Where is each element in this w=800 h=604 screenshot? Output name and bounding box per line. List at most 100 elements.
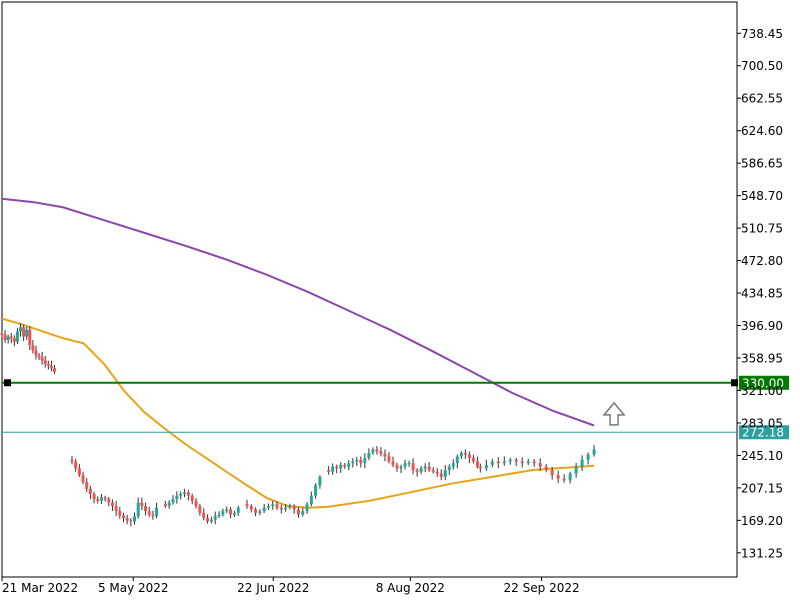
candle-body xyxy=(502,461,506,464)
y-tick-label: 283.05 xyxy=(741,416,783,430)
candle-body xyxy=(467,454,471,459)
level-handle-left[interactable] xyxy=(4,379,11,387)
candle-body xyxy=(327,470,331,472)
y-tick-label: 472.80 xyxy=(741,254,783,268)
candle-body xyxy=(202,512,206,518)
candle-body xyxy=(40,357,44,361)
candle-body xyxy=(225,509,229,512)
candle-body xyxy=(292,505,296,510)
candle-body xyxy=(167,502,171,506)
candle-body xyxy=(144,505,148,512)
candle-body xyxy=(435,471,439,474)
candle-body xyxy=(568,473,572,481)
candle-body xyxy=(198,505,202,513)
candle-body xyxy=(415,470,419,472)
candle-body xyxy=(213,516,217,520)
candle-body xyxy=(562,478,566,481)
candle-body xyxy=(443,470,447,477)
y-axis: 738.45 700.50 662.55 624.60 586.65 548.70 510.… xyxy=(737,27,783,560)
candle-body xyxy=(375,449,379,452)
y-tick-label: 396.90 xyxy=(741,319,783,333)
level-price-tag: 330.00 xyxy=(742,376,784,390)
candle-body xyxy=(88,488,92,495)
level-handle-right[interactable] xyxy=(731,379,738,387)
candle-body xyxy=(359,459,363,464)
candle-body xyxy=(43,360,47,364)
candle-body xyxy=(363,458,367,464)
y-tick-label: 321.00 xyxy=(741,384,783,398)
candle-body xyxy=(335,466,339,469)
candle-body xyxy=(129,520,133,522)
y-tick-label: 169.20 xyxy=(741,514,783,528)
candle-body xyxy=(455,456,459,464)
x-tick-label: 22 Jun 2022 xyxy=(237,581,309,595)
candle-body xyxy=(37,355,41,358)
signal-arrow-layer xyxy=(602,401,626,426)
horizontal-levels-layer[interactable]: 330.00 272.18 xyxy=(2,375,789,440)
candle-body xyxy=(31,345,35,351)
candle-body xyxy=(22,327,26,337)
candle-body xyxy=(431,470,435,472)
candle-body xyxy=(133,516,137,522)
candle-body xyxy=(526,461,530,464)
candle-body xyxy=(496,461,500,464)
candle-body xyxy=(140,502,144,506)
candle-body xyxy=(371,449,375,453)
candle-body xyxy=(411,463,415,471)
candle-body xyxy=(186,492,190,496)
candle-body xyxy=(463,452,467,455)
candle-body xyxy=(314,485,318,496)
candle-body xyxy=(103,497,107,500)
candle-body xyxy=(77,468,81,476)
candle-body xyxy=(490,461,494,465)
candle-body xyxy=(383,453,387,457)
candle-body xyxy=(538,463,542,467)
candle-body xyxy=(508,459,512,462)
x-tick-label: 21 Mar 2022 xyxy=(2,581,78,595)
candle-body xyxy=(305,504,309,512)
candle-body xyxy=(245,504,249,506)
candle-body xyxy=(331,466,335,472)
candle-body xyxy=(309,495,313,505)
candle-body xyxy=(221,511,225,515)
level-price-tag-bg xyxy=(739,425,789,440)
candle-body xyxy=(574,466,578,474)
candle-body xyxy=(6,336,10,340)
candle-body xyxy=(206,517,210,522)
candle-body xyxy=(155,507,159,517)
candle-body xyxy=(343,464,347,467)
candle-body xyxy=(19,327,23,332)
candle-body xyxy=(379,451,383,454)
candle-body xyxy=(217,514,221,517)
candle-body xyxy=(99,497,103,501)
y-tick-label: 245.10 xyxy=(741,449,783,463)
x-tick-label: 5 May 2022 xyxy=(98,581,169,595)
candle-body xyxy=(478,466,482,469)
candle-body xyxy=(175,495,179,500)
candle-body xyxy=(544,466,548,471)
candle-body xyxy=(451,463,455,467)
candle-body xyxy=(209,519,213,522)
candle-body xyxy=(484,464,488,469)
candle-body xyxy=(427,466,431,471)
candle-body xyxy=(136,502,140,517)
y-tick-label: 700.50 xyxy=(741,59,783,73)
candle-body xyxy=(118,511,122,516)
candle-body xyxy=(163,504,167,506)
y-tick-label: 586.65 xyxy=(741,157,783,171)
candle-body xyxy=(395,464,399,469)
candle-body xyxy=(351,461,355,464)
candle-body xyxy=(254,509,258,513)
y-tick-label: 434.85 xyxy=(741,287,783,301)
candles-layer xyxy=(0,323,596,527)
candle-body xyxy=(53,368,56,372)
plot-area xyxy=(1,1,738,578)
candle-body xyxy=(262,507,266,512)
candle-body xyxy=(391,461,395,465)
candle-body xyxy=(288,505,292,508)
candle-body xyxy=(96,499,100,501)
candle-body xyxy=(147,511,151,515)
moving-average-line-1 xyxy=(1,317,595,509)
